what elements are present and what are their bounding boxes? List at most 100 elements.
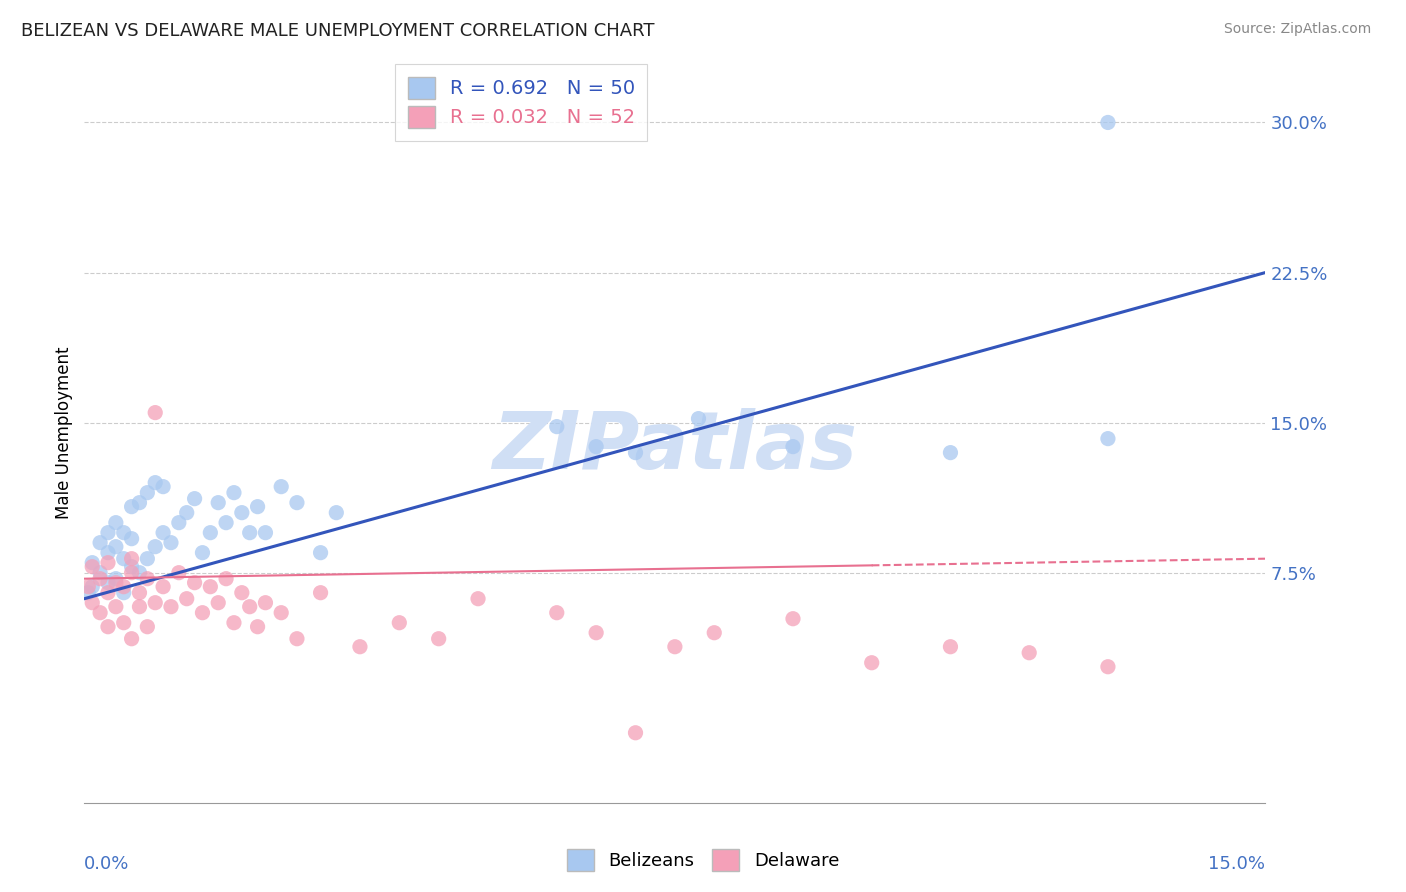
Point (160, 599, 183, 614)
Point (467, 591, 489, 606)
Point (703, 625, 725, 640)
Point (782, 612, 804, 626)
Text: Source: ZipAtlas.com: Source: ZipAtlas.com (1223, 22, 1371, 37)
Point (191, 546, 214, 560)
Point (143, 596, 166, 610)
Point (112, 551, 135, 566)
Point (77, 580, 100, 594)
Point (97, 575, 120, 590)
Point (239, 525, 262, 540)
Point (128, 566, 150, 580)
Point (128, 496, 150, 510)
Legend: Belizeans, Delaware: Belizeans, Delaware (560, 842, 846, 879)
Point (97, 620, 120, 634)
Point (82, 556, 104, 570)
Point (254, 596, 277, 610)
Point (112, 525, 135, 540)
Point (546, 419, 568, 434)
Point (231, 585, 253, 599)
Point (207, 596, 229, 610)
Point (160, 535, 183, 549)
Point (143, 475, 166, 490)
Text: BELIZEAN VS DELAWARE MALE UNEMPLOYMENT CORRELATION CHART: BELIZEAN VS DELAWARE MALE UNEMPLOYMENT C… (21, 22, 655, 40)
Point (222, 485, 245, 500)
Point (270, 606, 292, 620)
Point (246, 500, 269, 514)
Point (688, 411, 710, 425)
Point (325, 506, 347, 520)
Point (89, 606, 111, 620)
Point (285, 496, 308, 510)
Point (89, 572, 111, 586)
Point (97, 585, 120, 599)
Point (104, 575, 127, 590)
Point (207, 496, 229, 510)
Point (136, 485, 159, 500)
Point (664, 640, 686, 654)
Point (152, 525, 174, 540)
Point (136, 620, 159, 634)
Point (176, 591, 198, 606)
Point (136, 572, 159, 586)
Point (77, 585, 100, 599)
Point (143, 540, 166, 554)
Point (183, 491, 205, 506)
Point (309, 546, 332, 560)
Point (121, 566, 143, 580)
Point (82, 596, 104, 610)
Point (215, 516, 238, 530)
Point (121, 632, 143, 646)
Point (585, 440, 607, 454)
Point (285, 632, 308, 646)
Point (215, 572, 238, 586)
Point (97, 546, 120, 560)
Point (200, 525, 222, 540)
Point (254, 525, 277, 540)
Point (349, 640, 371, 654)
Point (128, 585, 150, 599)
Point (112, 585, 135, 599)
Point (136, 551, 159, 566)
Point (82, 559, 104, 574)
Point (1097, 659, 1119, 673)
Point (167, 516, 190, 530)
Point (246, 620, 269, 634)
Point (112, 615, 135, 630)
Point (939, 445, 962, 459)
Point (152, 480, 174, 494)
Point (427, 632, 450, 646)
Point (143, 406, 166, 420)
Point (1097, 115, 1119, 129)
Text: 0.0%: 0.0% (84, 855, 129, 872)
Point (104, 516, 127, 530)
Point (585, 625, 607, 640)
Text: 15.0%: 15.0% (1208, 855, 1265, 872)
Point (231, 506, 253, 520)
Point (176, 506, 198, 520)
Point (200, 580, 222, 594)
Point (388, 615, 411, 630)
Point (183, 575, 205, 590)
Point (782, 440, 804, 454)
Point (624, 445, 647, 459)
Point (167, 566, 190, 580)
Point (239, 599, 262, 614)
Point (270, 480, 292, 494)
Point (546, 606, 568, 620)
Point (104, 599, 127, 614)
Point (121, 559, 143, 574)
Point (112, 580, 135, 594)
Point (624, 725, 647, 739)
Point (89, 535, 111, 549)
Legend: R = 0.692   N = 50, R = 0.032   N = 52: R = 0.692 N = 50, R = 0.032 N = 52 (395, 64, 647, 141)
Text: ZIPatlas: ZIPatlas (492, 409, 858, 486)
Point (104, 540, 127, 554)
Point (309, 585, 332, 599)
Point (939, 640, 962, 654)
Point (97, 525, 120, 540)
Y-axis label: Male Unemployment: Male Unemployment (55, 346, 73, 519)
Point (121, 532, 143, 546)
Point (860, 656, 883, 670)
Point (82, 580, 104, 594)
Point (121, 551, 143, 566)
